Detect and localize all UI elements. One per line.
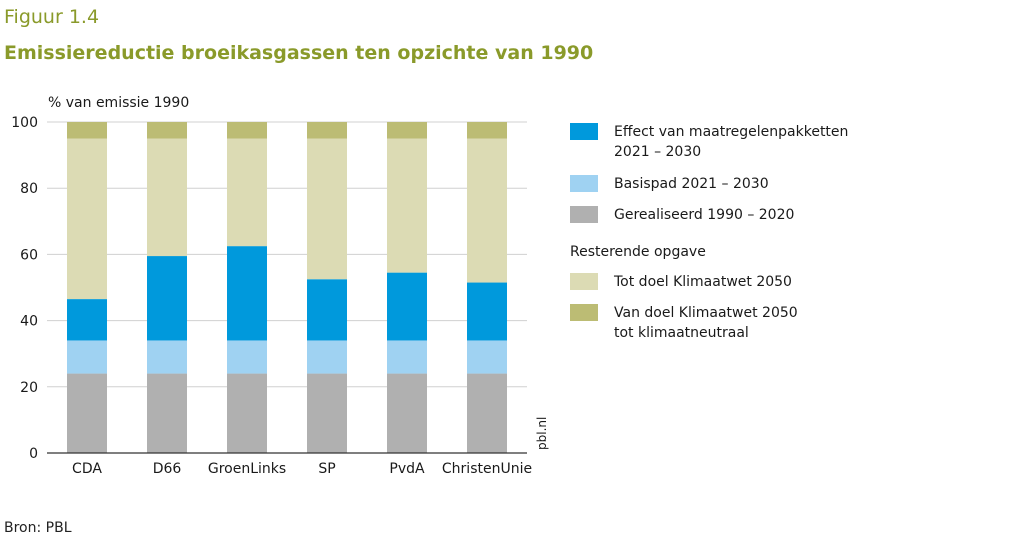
bars bbox=[67, 122, 507, 453]
bar-cda-tot_doel bbox=[67, 138, 107, 300]
bar-pvda-basispad bbox=[387, 340, 427, 374]
bar-d66-van_doel bbox=[147, 122, 187, 139]
bar-cda-basispad bbox=[67, 340, 107, 374]
y-tick-label-0: 0 bbox=[29, 446, 38, 462]
source-note: Bron: PBL bbox=[4, 520, 72, 536]
bar-d66-tot_doel bbox=[147, 138, 187, 257]
bar-sp-tot_doel bbox=[307, 138, 347, 280]
legend-label-van_doel-line2: tot klimaatneutraal bbox=[614, 325, 749, 341]
bar-pvda-effect bbox=[387, 272, 427, 341]
bar-pvda-tot_doel bbox=[387, 138, 427, 273]
bar-groenlinks-basispad bbox=[227, 340, 267, 374]
y-tick-label-100: 100 bbox=[11, 115, 38, 131]
legend-label-tot_doel: Tot doel Klimaatwet 2050 bbox=[613, 274, 792, 290]
bar-d66-effect bbox=[147, 256, 187, 341]
legend-swatch-basispad bbox=[570, 175, 598, 192]
x-tick-label-sp: SP bbox=[318, 461, 335, 477]
bar-pvda-van_doel bbox=[387, 122, 427, 139]
x-tick-label-christenunie: ChristenUnie bbox=[442, 461, 532, 477]
bar-cda-effect bbox=[67, 299, 107, 341]
bar-sp-effect bbox=[307, 279, 347, 341]
bar-christenunie-basispad bbox=[467, 340, 507, 374]
bar-d66-basispad bbox=[147, 340, 187, 374]
legend: Effect van maatregelenpakketten 2021 – 20… bbox=[570, 123, 848, 341]
bar-christenunie-van_doel bbox=[467, 122, 507, 139]
figure-number: Figuur 1.4 bbox=[4, 6, 100, 28]
x-tick-label-pvda: PvdA bbox=[389, 461, 425, 477]
bar-groenlinks-effect bbox=[227, 246, 267, 341]
axes: 0 20 40 60 80 100 CDA D66 GroenLinks SP PvdA Christ… bbox=[11, 115, 532, 477]
bar-cda-van_doel bbox=[67, 122, 107, 139]
legend-label-gerealiseerd: Gerealiseerd 1990 – 2020 bbox=[614, 207, 794, 223]
bar-christenunie-effect bbox=[467, 282, 507, 341]
legend-swatch-tot_doel bbox=[570, 273, 598, 290]
bar-sp-gerealiseerd bbox=[307, 373, 347, 453]
legend-swatch-gerealiseerd bbox=[570, 206, 598, 223]
y-axis-label: % van emissie 1990 bbox=[48, 95, 189, 111]
bar-cda-gerealiseerd bbox=[67, 373, 107, 453]
legend-heading: Resterende opgave bbox=[570, 244, 706, 260]
x-tick-label-cda: CDA bbox=[72, 461, 102, 477]
y-tick-label-80: 80 bbox=[20, 181, 38, 197]
bar-pvda-gerealiseerd bbox=[387, 373, 427, 453]
watermark: pbl.nl bbox=[535, 417, 549, 450]
x-tick-label-groenlinks: GroenLinks bbox=[208, 461, 286, 477]
bar-sp-basispad bbox=[307, 340, 347, 374]
legend-label-effect: Effect van maatregelenpakketten bbox=[614, 124, 848, 140]
bar-d66-gerealiseerd bbox=[147, 373, 187, 453]
chart-title: Emissiereductie broeikasgassen ten opzic… bbox=[4, 42, 594, 64]
bar-christenunie-tot_doel bbox=[467, 138, 507, 283]
bar-groenlinks-gerealiseerd bbox=[227, 373, 267, 453]
bar-sp-van_doel bbox=[307, 122, 347, 139]
y-tick-label-40: 40 bbox=[20, 314, 38, 330]
legend-label-van_doel: Van doel Klimaatwet 2050 bbox=[614, 305, 798, 321]
y-tick-label-60: 60 bbox=[20, 247, 38, 263]
y-tick-label-20: 20 bbox=[20, 380, 38, 396]
legend-swatch-van_doel bbox=[570, 304, 598, 321]
legend-label-basispad: Basispad 2021 – 2030 bbox=[614, 176, 769, 192]
grid bbox=[47, 121, 527, 388]
bar-christenunie-gerealiseerd bbox=[467, 373, 507, 453]
legend-swatch-effect bbox=[570, 123, 598, 140]
chart: % van emissie 1990 0 20 40 60 80 100 CDA D66 Gro… bbox=[11, 95, 848, 477]
x-tick-label-d66: D66 bbox=[153, 461, 182, 477]
bar-groenlinks-tot_doel bbox=[227, 138, 267, 247]
bar-groenlinks-van_doel bbox=[227, 122, 267, 139]
legend-label-effect-line2: 2021 – 2030 bbox=[614, 144, 701, 160]
